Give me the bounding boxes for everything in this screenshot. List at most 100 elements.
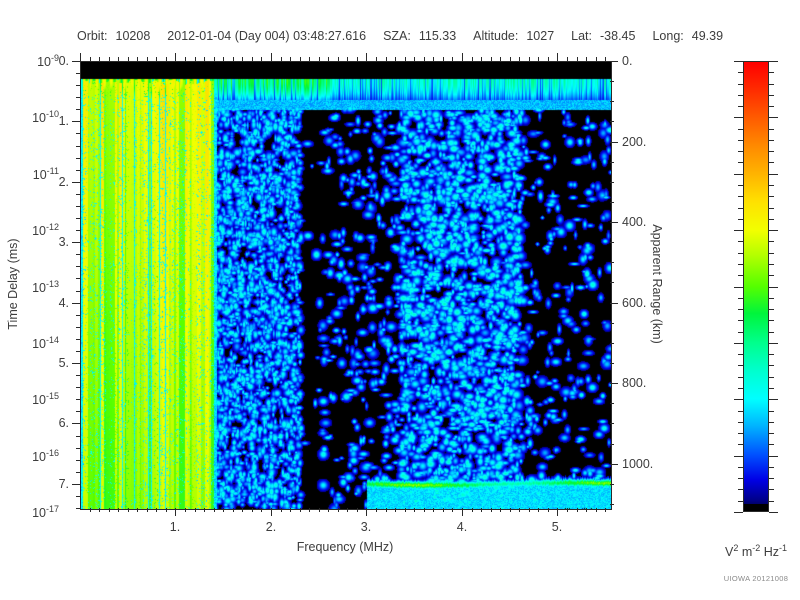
y-minor-tick bbox=[76, 411, 80, 412]
colorbar-tick-label: 10-15 bbox=[32, 390, 59, 408]
x-minor-tick bbox=[452, 508, 453, 512]
colorbar-minor-tick bbox=[769, 208, 774, 209]
y-minor-tick bbox=[76, 266, 80, 267]
x-top-tick bbox=[386, 57, 387, 61]
colorbar-minor-tick bbox=[738, 140, 743, 141]
x-minor-tick bbox=[386, 508, 387, 512]
x-minor-tick bbox=[567, 508, 568, 512]
colorbar-tick-label: 10-17 bbox=[32, 503, 59, 521]
y2-minor-tick bbox=[610, 403, 614, 404]
colorbar-major-tick bbox=[769, 117, 778, 118]
x-top-tick bbox=[185, 57, 186, 61]
x-top-tick bbox=[443, 57, 444, 61]
colorbar-minor-tick bbox=[769, 354, 774, 355]
colorbar-minor-tick bbox=[738, 219, 743, 220]
x-top-tick bbox=[300, 57, 301, 61]
colorbar-major-tick bbox=[769, 456, 778, 457]
x-minor-tick bbox=[548, 508, 549, 512]
colorbar-gradient bbox=[743, 61, 769, 512]
y-major-tick bbox=[72, 182, 80, 183]
y-minor-tick bbox=[76, 230, 80, 231]
y2-minor-tick bbox=[610, 444, 614, 445]
x-minor-tick bbox=[137, 508, 138, 512]
colorbar-minor-tick bbox=[769, 388, 774, 389]
y2-tick-label: 800. bbox=[622, 376, 647, 390]
y-minor-tick bbox=[76, 133, 80, 134]
y2-major-tick bbox=[610, 61, 618, 62]
colorbar-major-tick bbox=[734, 512, 743, 513]
y-tick-label: 2. bbox=[58, 175, 69, 189]
x-minor-tick bbox=[185, 508, 186, 512]
x-top-tick bbox=[223, 57, 224, 61]
x-top-tick bbox=[271, 53, 272, 61]
colorbar-major-tick bbox=[769, 287, 778, 288]
x-top-tick bbox=[395, 57, 396, 61]
colorbar-minor-tick bbox=[769, 433, 774, 434]
y2-minor-tick bbox=[610, 423, 614, 424]
x-top-tick bbox=[462, 53, 463, 61]
x-minor-tick bbox=[300, 508, 301, 512]
x-top-tick bbox=[548, 57, 549, 61]
x-minor-tick bbox=[147, 508, 148, 512]
colorbar-minor-tick bbox=[769, 478, 774, 479]
lat-value: -38.45 bbox=[600, 29, 636, 43]
x-minor-tick bbox=[405, 508, 406, 512]
x-top-tick bbox=[281, 57, 282, 61]
colorbar-units-hz-exp: -1 bbox=[779, 543, 788, 553]
x-top-tick bbox=[596, 57, 597, 61]
y-minor-tick bbox=[76, 387, 80, 388]
colorbar-major-tick bbox=[769, 512, 778, 513]
x-top-tick bbox=[137, 57, 138, 61]
x-minor-tick bbox=[472, 508, 473, 512]
colorbar-minor-tick bbox=[769, 422, 774, 423]
y-minor-tick bbox=[76, 85, 80, 86]
y-minor-tick bbox=[76, 109, 80, 110]
colorbar-major-tick bbox=[769, 230, 778, 231]
y-minor-tick bbox=[76, 448, 80, 449]
y2-minor-tick bbox=[610, 182, 614, 183]
colorbar bbox=[743, 61, 769, 512]
x-minor-tick bbox=[195, 508, 196, 512]
y-minor-tick bbox=[76, 206, 80, 207]
y2-minor-tick bbox=[610, 323, 614, 324]
y-tick-label: 7. bbox=[58, 477, 69, 491]
x-top-tick bbox=[491, 57, 492, 61]
colorbar-major-tick bbox=[734, 399, 743, 400]
y-minor-tick bbox=[76, 508, 80, 509]
colorbar-tick-label: 10-10 bbox=[32, 108, 59, 126]
x-minor-tick bbox=[118, 508, 119, 512]
colorbar-major-tick bbox=[734, 343, 743, 344]
x-top-tick bbox=[80, 53, 81, 61]
colorbar-minor-tick bbox=[769, 467, 774, 468]
colorbar-minor-tick bbox=[769, 264, 774, 265]
colorbar-minor-tick bbox=[738, 253, 743, 254]
colorbar-minor-tick bbox=[769, 185, 774, 186]
colorbar-minor-tick bbox=[769, 332, 774, 333]
x-top-tick bbox=[586, 57, 587, 61]
colorbar-tick-label: 10-14 bbox=[32, 334, 59, 352]
x-top-tick bbox=[605, 57, 606, 61]
y2-minor-tick bbox=[610, 121, 614, 122]
y2-tick-label: 600. bbox=[622, 296, 647, 310]
y-minor-tick bbox=[76, 291, 80, 292]
y2-minor-tick bbox=[610, 202, 614, 203]
ionogram-plot-area bbox=[80, 61, 612, 510]
y-tick-label: 3. bbox=[58, 235, 69, 249]
colorbar-minor-tick bbox=[769, 365, 774, 366]
x-minor-tick bbox=[491, 508, 492, 512]
x-minor-tick bbox=[347, 508, 348, 512]
y-major-tick bbox=[72, 363, 80, 364]
x-top-tick bbox=[90, 57, 91, 61]
y-minor-tick bbox=[76, 375, 80, 376]
x-top-tick bbox=[557, 53, 558, 61]
x-minor-tick bbox=[443, 508, 444, 512]
y-tick-label: 6. bbox=[58, 416, 69, 430]
altitude-label: Altitude: bbox=[473, 29, 519, 43]
colorbar-minor-tick bbox=[738, 365, 743, 366]
colorbar-major-tick bbox=[734, 117, 743, 118]
colorbar-minor-tick bbox=[738, 162, 743, 163]
colorbar-minor-tick bbox=[738, 208, 743, 209]
colorbar-minor-tick bbox=[738, 354, 743, 355]
y-major-tick bbox=[72, 121, 80, 122]
